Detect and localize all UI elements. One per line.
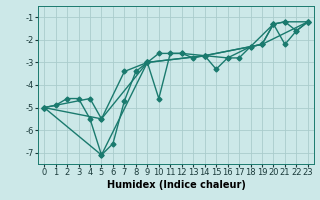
X-axis label: Humidex (Indice chaleur): Humidex (Indice chaleur) [107,180,245,190]
